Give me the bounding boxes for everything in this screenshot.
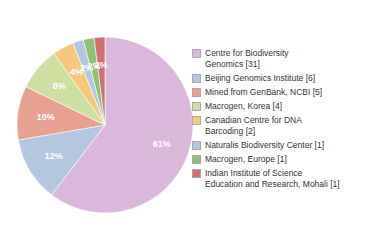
html-text:Indian Institute of Science Ed: Indian Institute of Science Education an… [205,167,340,189]
html-text:Centre for Biodiversity Genomi: Centre for Biodiversity Genomics [31] [205,47,289,69]
html-text:Macrogen, Korea [4]: Macrogen, Korea [4] [205,100,282,111]
svg-text:8%: 8% [53,81,66,91]
html-text:Canadian Centre for DNA Barcod: Canadian Centre for DNA Barcoding [2] [205,114,302,136]
svg-text:4%: 4% [69,67,83,78]
html-text:Macrogen, Europe [1]: Macrogen, Europe [1] [205,153,287,164]
html-text:Naturalis Biodiversity Center: Naturalis Biodiversity Center [1] [205,139,324,150]
svg-text:61%: 61% [153,139,171,149]
svg-text:2%: 2% [95,60,108,70]
html-text:Mined from GenBank, NCBI [5]: Mined from GenBank, NCBI [5] [205,86,323,97]
html-text:Beijing Genomics Institute [6]: Beijing Genomics Institute [6] [205,72,316,83]
svg-text:12%: 12% [45,151,63,161]
svg-text:10%: 10% [37,112,55,122]
